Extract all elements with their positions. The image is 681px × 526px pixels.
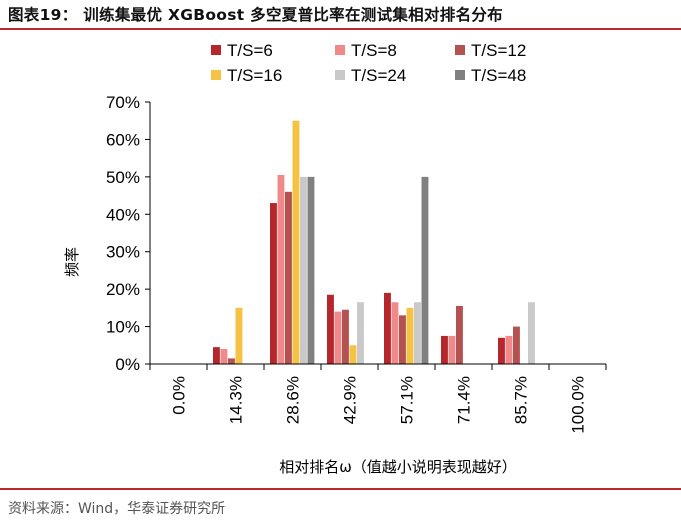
x-tick-label: 57.1% bbox=[398, 376, 417, 424]
bar bbox=[342, 309, 349, 364]
legend-label: T/S=48 bbox=[471, 66, 526, 85]
y-tick-label: 10% bbox=[106, 318, 140, 337]
bar bbox=[441, 335, 448, 364]
y-tick-label: 20% bbox=[106, 280, 140, 299]
x-tick-label: 28.6% bbox=[284, 376, 303, 424]
bar bbox=[421, 176, 429, 364]
legend-swatch bbox=[455, 70, 465, 80]
bar bbox=[300, 176, 307, 364]
legend-label: T/S=16 bbox=[227, 66, 282, 85]
bar bbox=[448, 335, 456, 364]
bar bbox=[270, 203, 277, 364]
bar bbox=[277, 174, 285, 364]
figure-footer: 资料来源：Wind，华泰证券研究所 bbox=[0, 488, 681, 526]
y-axis: 0% 10% 20% 30% 40% 50% 60% 70% bbox=[106, 93, 151, 374]
bar bbox=[213, 347, 220, 364]
legend-swatch bbox=[211, 45, 221, 55]
legend-swatch bbox=[335, 70, 345, 80]
x-tick-label: 42.9% bbox=[341, 376, 360, 424]
bar bbox=[357, 302, 364, 364]
legend-label: T/S=8 bbox=[351, 41, 397, 60]
bar bbox=[220, 349, 228, 364]
y-tick-label: 50% bbox=[106, 168, 140, 187]
bar-chart: T/S=6 T/S=8 T/S=12 T/S=16 T/S=24 T/S=48 0% 10%… bbox=[63, 41, 607, 476]
x-tick-label: 85.7% bbox=[512, 376, 531, 424]
y-tick-label: 30% bbox=[106, 243, 140, 262]
x-axis: 0.0% 14.3% 28.6% 42.9% 57.1% 71.4% 85.7% 100.0% bbox=[149, 363, 607, 434]
legend-swatch bbox=[335, 45, 345, 55]
bar bbox=[528, 302, 535, 364]
x-axis-title: 相对排名ω（值越小说明表现越好） bbox=[279, 458, 517, 476]
bar bbox=[292, 120, 300, 364]
y-tick-label: 40% bbox=[106, 205, 140, 224]
bar bbox=[285, 191, 292, 364]
figure-source: 资料来源：Wind，华泰证券研究所 bbox=[8, 501, 226, 517]
y-tick-label: 0% bbox=[115, 355, 140, 374]
x-tick-label: 71.4% bbox=[455, 376, 474, 424]
x-tick-label: 14.3% bbox=[227, 376, 246, 424]
bar bbox=[498, 337, 505, 364]
bar bbox=[399, 315, 406, 364]
y-axis-title: 频率 bbox=[63, 247, 81, 277]
figure-header: 图表19： 训练集最优 XGBoost 多空夏普比率在测试集相对排名分布 bbox=[0, 0, 681, 30]
bar bbox=[235, 307, 243, 364]
figure-title: 图表19： 训练集最优 XGBoost 多空夏普比率在测试集相对排名分布 bbox=[8, 6, 503, 24]
bar bbox=[334, 311, 342, 364]
bar bbox=[384, 292, 391, 364]
bar bbox=[307, 176, 315, 364]
legend-swatch bbox=[455, 45, 465, 55]
bar bbox=[406, 307, 414, 364]
bar bbox=[505, 335, 513, 364]
bar bbox=[456, 305, 463, 364]
legend-swatch bbox=[211, 70, 221, 80]
legend-label: T/S=6 bbox=[227, 41, 273, 60]
y-tick-label: 60% bbox=[106, 130, 140, 149]
bar bbox=[391, 302, 399, 364]
x-tick-label: 0.0% bbox=[170, 376, 189, 415]
bar bbox=[228, 358, 235, 364]
bar-series-group bbox=[213, 120, 535, 364]
y-tick-label: 70% bbox=[106, 93, 140, 112]
bar bbox=[414, 302, 421, 364]
bar bbox=[349, 345, 357, 364]
chart-legend: T/S=6 T/S=8 T/S=12 T/S=16 T/S=24 T/S=48 bbox=[211, 41, 526, 85]
bar bbox=[327, 294, 334, 364]
bar bbox=[513, 326, 520, 364]
legend-label: T/S=12 bbox=[471, 41, 526, 60]
legend-label: T/S=24 bbox=[351, 66, 406, 85]
x-tick-label: 100.0% bbox=[569, 376, 588, 434]
